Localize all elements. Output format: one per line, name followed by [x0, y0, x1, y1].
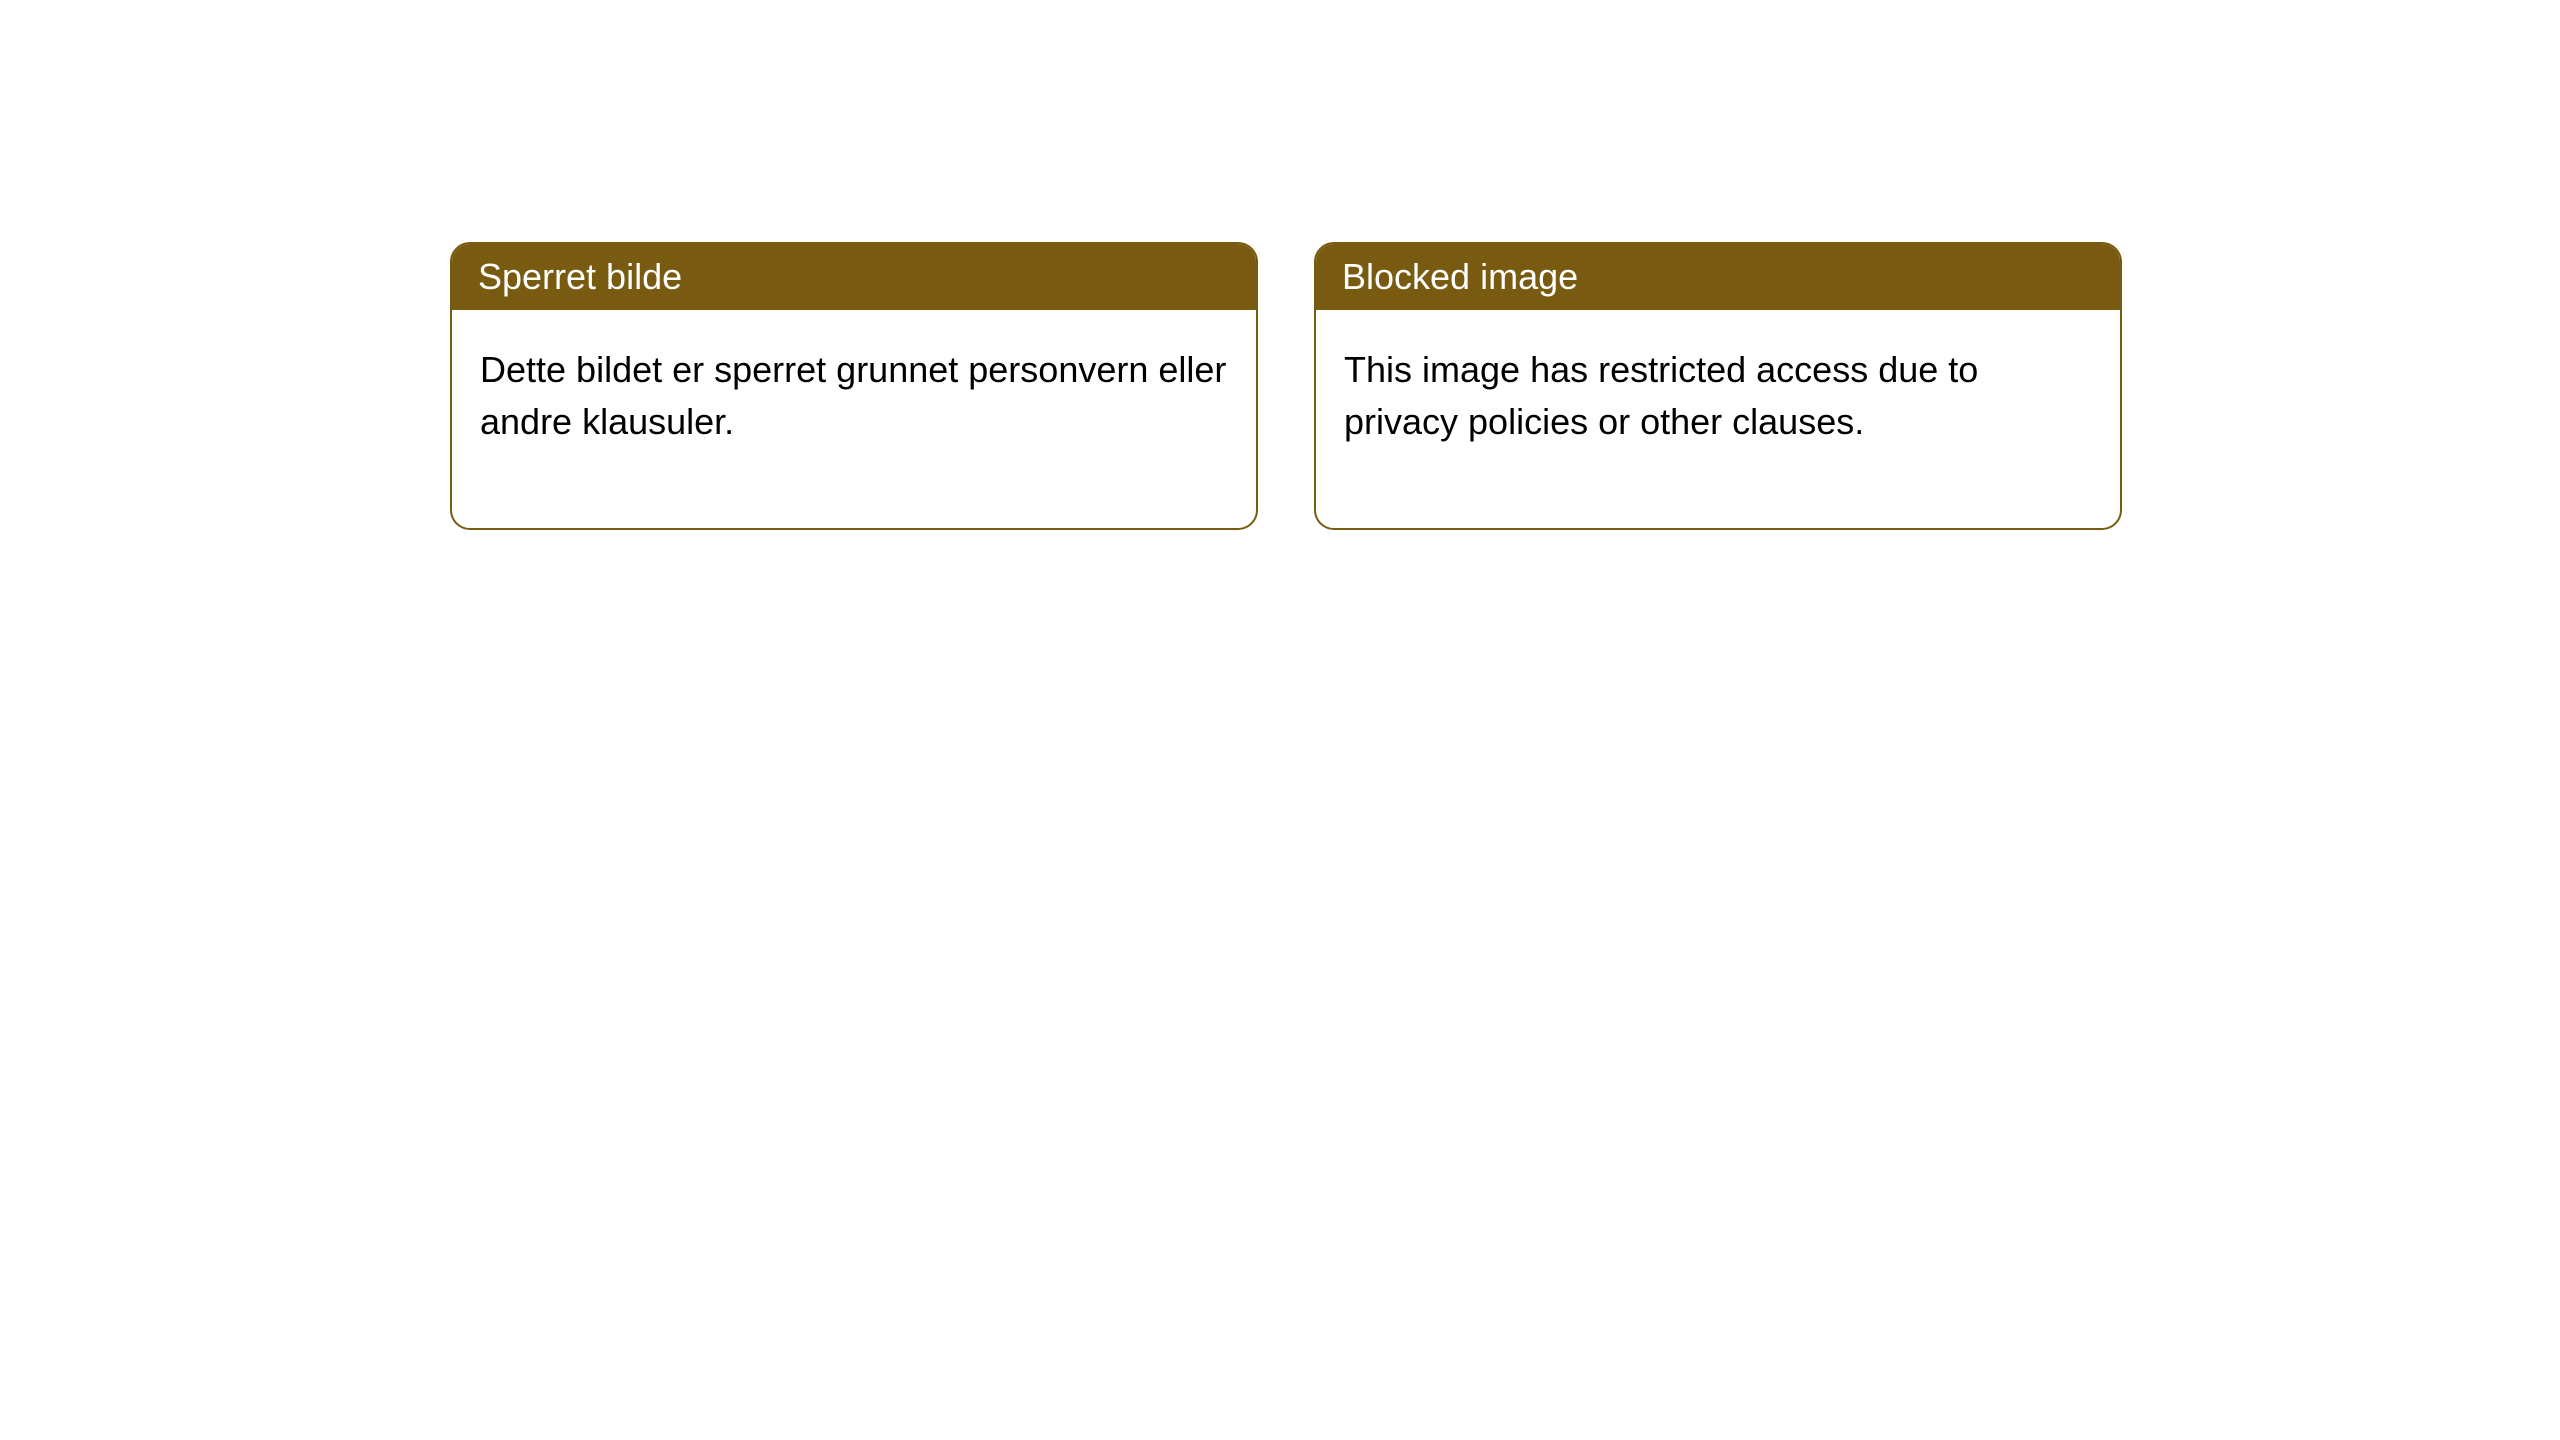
- card-body: Dette bildet er sperret grunnet personve…: [452, 310, 1256, 528]
- card-title: Sperret bilde: [478, 256, 682, 297]
- card-body-text: This image has restricted access due to …: [1344, 349, 1978, 442]
- card-header: Sperret bilde: [452, 244, 1256, 310]
- card-body-text: Dette bildet er sperret grunnet personve…: [480, 349, 1226, 442]
- card-title: Blocked image: [1342, 256, 1578, 297]
- card-header: Blocked image: [1316, 244, 2120, 310]
- notice-container: Sperret bilde Dette bildet er sperret gr…: [0, 0, 2560, 530]
- card-body: This image has restricted access due to …: [1316, 310, 2120, 528]
- notice-card-norwegian: Sperret bilde Dette bildet er sperret gr…: [450, 242, 1258, 530]
- notice-card-english: Blocked image This image has restricted …: [1314, 242, 2122, 530]
